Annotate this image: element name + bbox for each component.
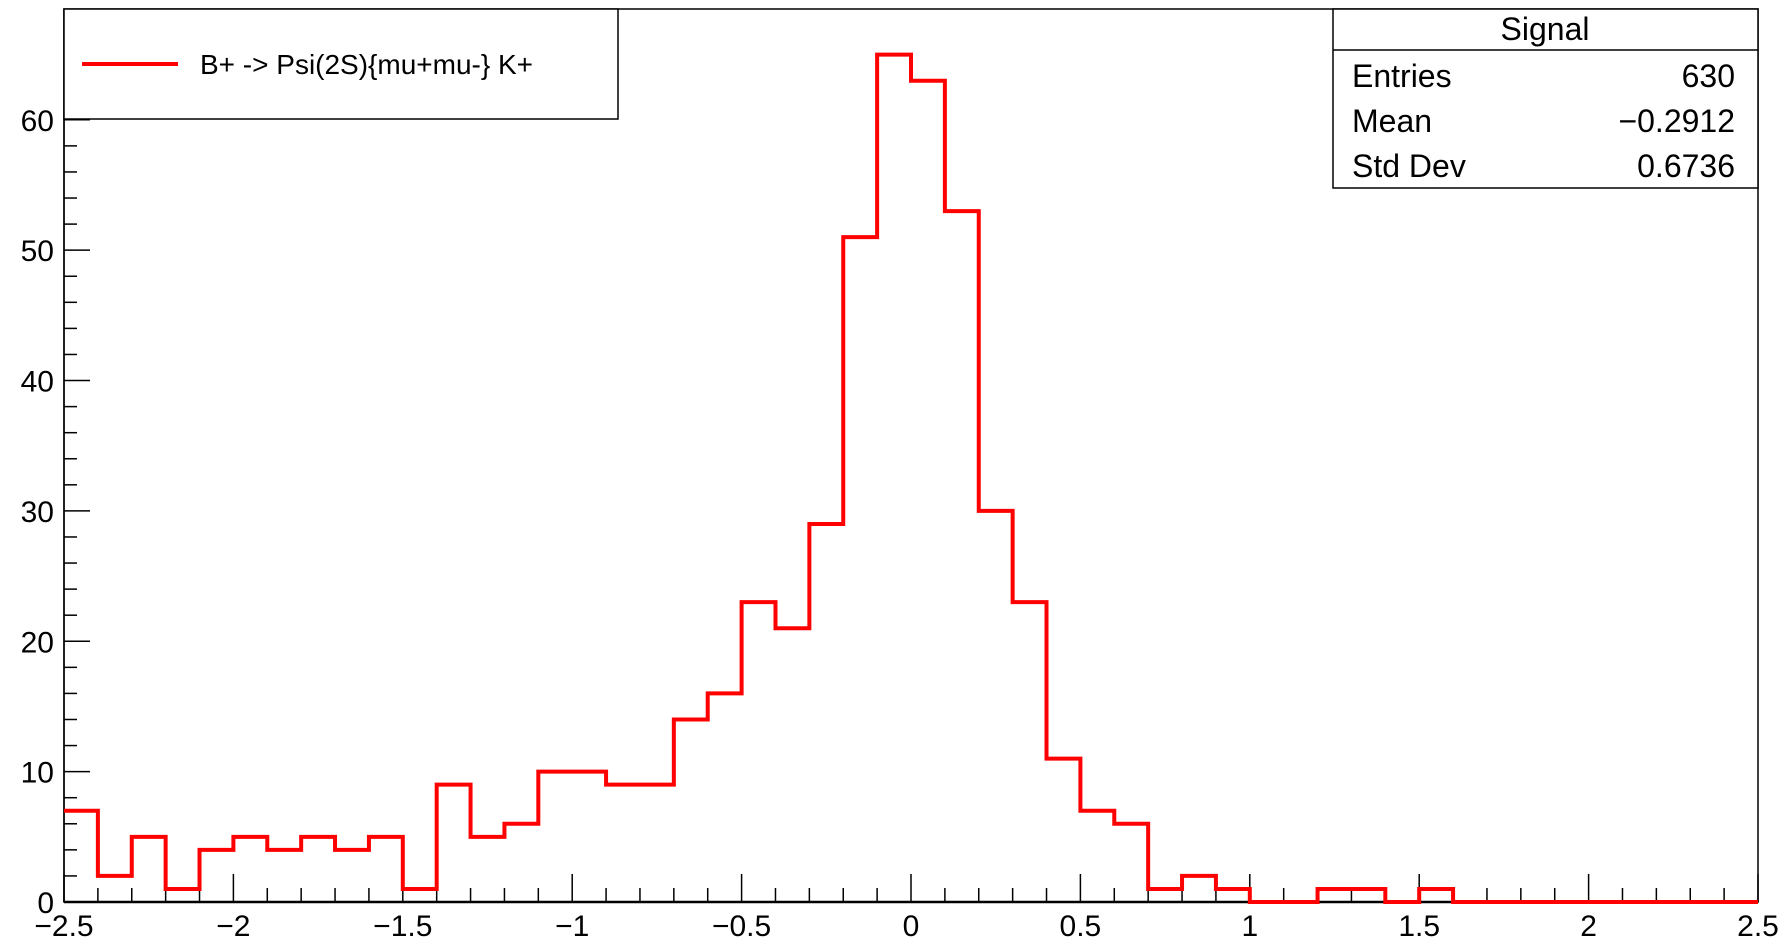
x-tick-label: −1 bbox=[555, 910, 589, 940]
y-tick-label: 40 bbox=[21, 366, 54, 399]
x-tick-label: 2.5 bbox=[1737, 910, 1779, 940]
stats-mean-value: −0.2912 bbox=[1618, 103, 1735, 139]
x-tick-label: 1.5 bbox=[1398, 910, 1440, 940]
legend: B+ -> Psi(2S){mu+mu-} K+ bbox=[63, 8, 619, 120]
stats-box: Signal Entries 630 Mean −0.2912 Std Dev … bbox=[1332, 8, 1759, 189]
legend-label: B+ -> Psi(2S){mu+mu-} K+ bbox=[200, 49, 533, 80]
stats-box-frame bbox=[1332, 8, 1759, 189]
stats-entries-value: 630 bbox=[1682, 58, 1735, 94]
y-tick-label: 30 bbox=[21, 496, 54, 529]
stats-mean-label: Mean bbox=[1352, 103, 1432, 139]
histogram-series-line bbox=[64, 52, 1758, 904]
y-tick-label: 0 bbox=[37, 887, 54, 920]
stats-stddev-label: Std Dev bbox=[1352, 148, 1466, 184]
x-tick-label: 0.5 bbox=[1060, 910, 1102, 940]
y-tick-label: 20 bbox=[21, 626, 54, 659]
x-tick-label: 1 bbox=[1241, 910, 1258, 940]
stats-entries-label: Entries bbox=[1352, 58, 1452, 94]
x-tick-label: 2 bbox=[1580, 910, 1597, 940]
y-tick-label: 60 bbox=[21, 105, 54, 138]
stats-title: Signal bbox=[1501, 11, 1590, 47]
y-tick-label: 50 bbox=[21, 235, 54, 268]
stats-stddev-value: 0.6736 bbox=[1637, 148, 1735, 184]
x-tick-label: −1.5 bbox=[373, 910, 432, 940]
x-tick-label: −0.5 bbox=[712, 910, 771, 940]
x-tick-label: −2 bbox=[216, 910, 250, 940]
x-tick-label: 0 bbox=[903, 910, 920, 940]
y-tick-label: 10 bbox=[21, 757, 54, 790]
x-tick-label: −2.5 bbox=[34, 910, 93, 940]
